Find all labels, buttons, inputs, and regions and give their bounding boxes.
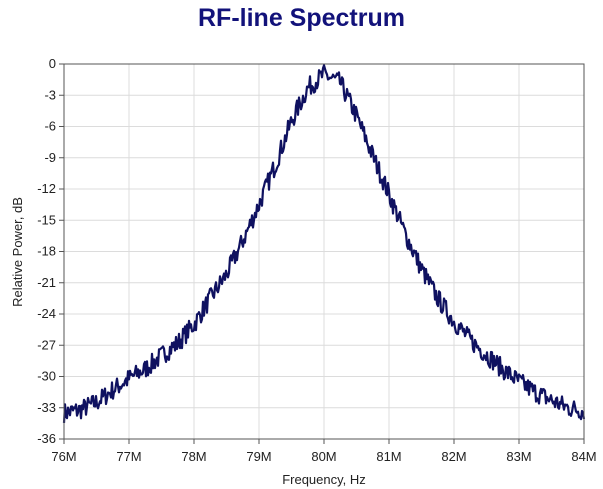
axes <box>59 63 585 444</box>
y-axis-title: Relative Power, dB <box>10 197 25 307</box>
y-tick-label: -6 <box>44 119 56 134</box>
y-tick-label: -9 <box>44 150 56 165</box>
y-tick-label: -36 <box>37 431 56 446</box>
x-tick-label: 80M <box>311 449 336 464</box>
y-tick-label: -21 <box>37 275 56 290</box>
y-tick-label: -15 <box>37 212 56 227</box>
y-tick-label: -33 <box>37 400 56 415</box>
y-tick-label: -18 <box>37 244 56 259</box>
chart-title: RF-line Spectrum <box>198 4 405 32</box>
x-tick-label: 81M <box>376 449 401 464</box>
y-tick-label: -12 <box>37 181 56 196</box>
x-tick-labels: 76M 77M 78M 79M 80M 81M 82M 83M 84M <box>51 449 596 464</box>
series-layer <box>62 64 586 423</box>
y-tick-label: -24 <box>37 306 56 321</box>
y-tick-label: -30 <box>37 369 56 384</box>
x-tick-label: 82M <box>441 449 466 464</box>
grid-lines <box>64 64 584 439</box>
x-tick-label: 76M <box>51 449 76 464</box>
y-tick-label: 0 <box>49 56 56 71</box>
x-tick-label: 83M <box>506 449 531 464</box>
y-tick-label: -27 <box>37 337 56 352</box>
x-axis-title: Frequency, Hz <box>282 472 366 487</box>
x-tick-label: 77M <box>116 449 141 464</box>
x-tick-label: 84M <box>571 449 596 464</box>
plot-frame <box>63 63 585 440</box>
x-tick-label: 78M <box>181 449 206 464</box>
x-tick-label: 79M <box>246 449 271 464</box>
y-tick-label: -3 <box>44 87 56 102</box>
y-tick-labels: 0 -3 -6 -9 -12 -15 -18 -21 -24 -27 -30 -33 -36 <box>37 56 56 446</box>
series-line <box>62 64 586 423</box>
